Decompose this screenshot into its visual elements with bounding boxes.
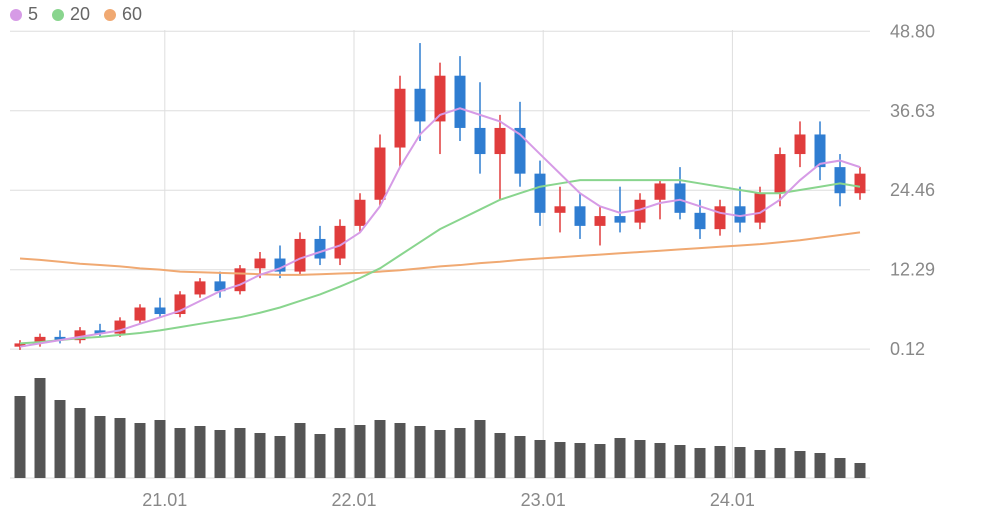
legend-dot-ma5	[10, 9, 22, 21]
svg-text:0.12: 0.12	[890, 339, 925, 359]
legend-dot-ma20	[52, 9, 64, 21]
legend-label-ma60: 60	[122, 4, 142, 25]
chart-legend: 5 20 60	[10, 4, 142, 25]
svg-text:24.46: 24.46	[890, 180, 935, 200]
svg-text:23.01: 23.01	[521, 490, 566, 510]
svg-text:36.63: 36.63	[890, 101, 935, 121]
svg-text:48.80: 48.80	[890, 21, 935, 41]
legend-item-ma5: 5	[10, 4, 38, 25]
legend-label-ma20: 20	[70, 4, 90, 25]
candlestick-chart: 5 20 60 0.12 12.29 24.46 36.63 48.80 21.01 22.…	[0, 0, 996, 519]
svg-text:22.01: 22.01	[331, 490, 376, 510]
legend-item-ma20: 20	[52, 4, 90, 25]
chart-svg: 0.12 12.29 24.46 36.63 48.80 21.01 22.01 23.01 2…	[0, 0, 996, 519]
legend-label-ma5: 5	[28, 4, 38, 25]
svg-text:24.01: 24.01	[710, 490, 755, 510]
svg-text:21.01: 21.01	[142, 490, 187, 510]
svg-text:12.29: 12.29	[890, 260, 935, 280]
legend-item-ma60: 60	[104, 4, 142, 25]
legend-dot-ma60	[104, 9, 116, 21]
